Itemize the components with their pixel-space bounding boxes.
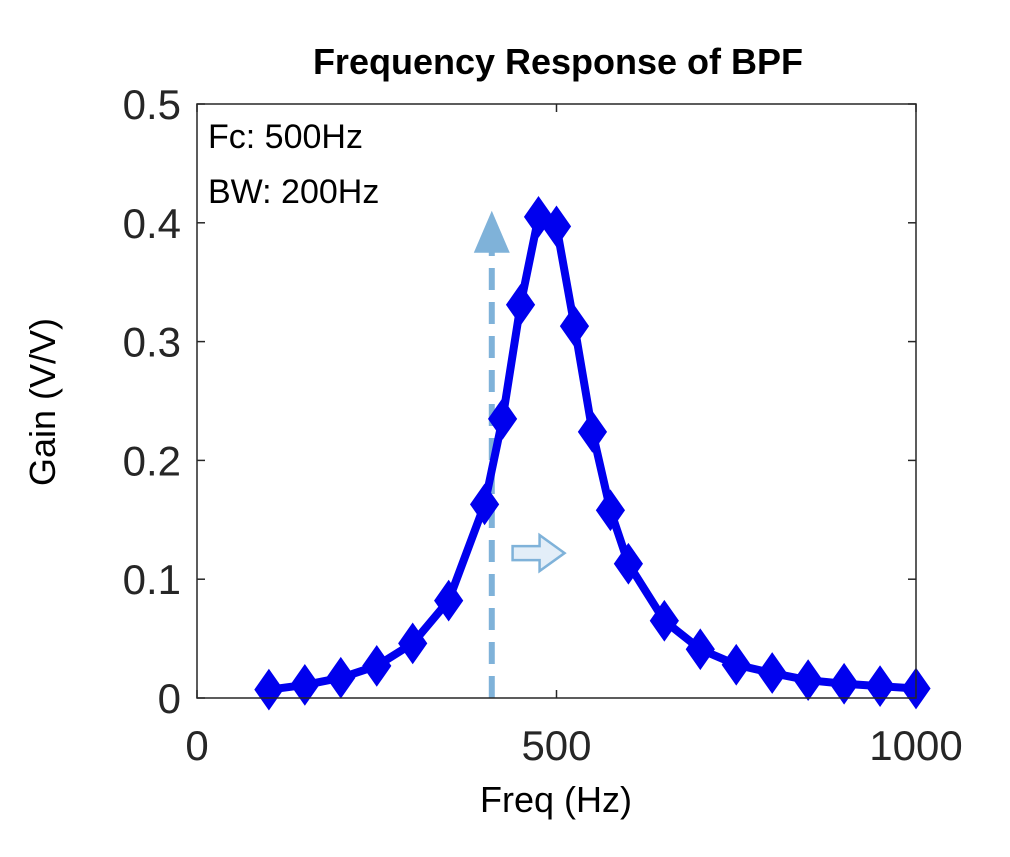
data-point-marker [290,664,320,706]
data-point-marker [362,645,392,687]
y-tick-label: 0.5 [123,81,181,128]
data-point-marker [505,283,536,326]
y-tick-label: 0 [158,675,181,722]
chart-title: Frequency Response of BPF [313,41,803,82]
dashed-arrow-head [473,210,510,253]
y-tick-label: 0.4 [123,200,181,247]
data-point-marker [649,599,679,642]
data-point-marker [577,411,608,453]
y-axis-label: Gain (V/V) [22,318,63,486]
data-point-marker [757,652,787,694]
data-point-marker [595,489,626,532]
x-axis-label: Freq (Hz) [480,779,632,820]
data-point-marker [793,659,823,702]
data-point-marker [865,665,895,707]
data-point-marker [613,542,644,585]
plot-frame [196,103,917,699]
data-point-marker [398,622,428,665]
data-point-marker [721,643,751,686]
data-point-marker [254,668,284,711]
y-tick-label: 0.2 [123,437,181,484]
hollow-arrow [511,532,567,574]
tick-labels: 0 500 1000 0 0.1 0.2 0.3 0.4 0.5 [123,81,963,769]
x-tick-label: 0 [185,722,208,769]
data-point-marker [829,662,859,705]
x-tick-label: 1000 [869,722,962,769]
annotation-fc: Fc: 500Hz [208,118,363,156]
data-point-marker [469,483,500,526]
data-point-marker [487,397,518,440]
data-point-marker [434,579,464,622]
data-point-marker [541,205,572,248]
annotations: Fc: 500Hz BW: 200Hz [208,118,567,698]
data-point-marker [559,305,590,348]
annotation-bw: BW: 200Hz [208,173,379,211]
data-point-marker [685,628,715,671]
y-tick-label: 0.1 [123,556,181,603]
x-tick-label: 500 [521,722,591,769]
y-tick-label: 0.3 [123,319,181,366]
markers-layer [254,195,931,711]
